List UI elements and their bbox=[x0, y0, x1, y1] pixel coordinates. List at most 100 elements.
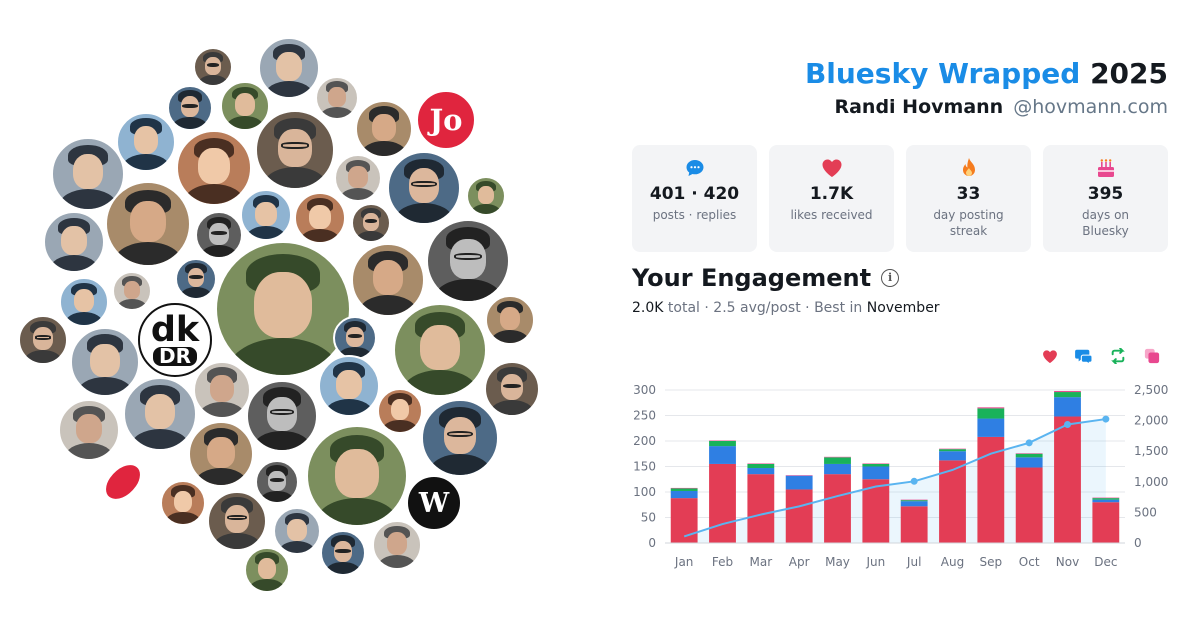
bar-segment bbox=[1092, 498, 1120, 500]
avatar bbox=[193, 361, 251, 419]
avatar bbox=[70, 327, 140, 397]
stat-card-days: 395 days on Bluesky bbox=[1043, 145, 1168, 252]
bar-segment bbox=[1054, 392, 1081, 398]
bar-segment bbox=[939, 449, 966, 452]
avatar bbox=[351, 203, 391, 243]
avatar bbox=[294, 192, 346, 244]
legend-likes[interactable] bbox=[1040, 347, 1060, 365]
engagement-title: Your Engagement bbox=[632, 264, 872, 292]
y-tick-label: 100 bbox=[633, 485, 656, 499]
bar-segment bbox=[1054, 416, 1081, 543]
avatar-shape bbox=[122, 154, 170, 170]
avatar bbox=[244, 547, 290, 593]
avatar-shape bbox=[23, 350, 63, 363]
stat-card-likes: 1.7K likes received bbox=[769, 145, 894, 252]
avatar bbox=[105, 181, 191, 267]
avatar-shape bbox=[358, 295, 418, 315]
cumulative-point bbox=[1064, 421, 1071, 429]
avatar-shape bbox=[199, 401, 245, 417]
avatar-shape bbox=[348, 165, 368, 188]
legend-quotes[interactable] bbox=[1142, 347, 1162, 365]
avatar-shape bbox=[77, 376, 133, 395]
bar-segment bbox=[900, 506, 928, 543]
chart-legend bbox=[1040, 347, 1162, 365]
page-title: Bluesky Wrapped 2025 bbox=[805, 56, 1168, 92]
avatar-shape bbox=[372, 113, 396, 141]
bar-segment bbox=[977, 407, 1005, 409]
glasses-shape bbox=[453, 253, 483, 261]
avatar bbox=[58, 399, 120, 461]
avatar bbox=[351, 243, 425, 317]
avatar bbox=[193, 47, 233, 87]
x-tick-label: Nov bbox=[1056, 555, 1079, 569]
bar-segment bbox=[1015, 453, 1043, 458]
avatar-shape bbox=[194, 467, 248, 485]
bar-segment bbox=[1092, 499, 1120, 503]
heart-icon bbox=[822, 159, 841, 177]
heart-icon bbox=[1043, 349, 1057, 363]
logo-avatar: dk DR bbox=[138, 303, 212, 377]
bar-segment bbox=[747, 463, 775, 464]
avatar-shape bbox=[428, 454, 492, 475]
glasses-shape bbox=[269, 409, 295, 416]
avatar-shape bbox=[58, 189, 118, 209]
avatar-shape bbox=[490, 400, 534, 415]
avatar-shape bbox=[249, 579, 285, 591]
avatar bbox=[43, 211, 105, 273]
glasses-shape bbox=[34, 335, 52, 340]
bar-segment bbox=[670, 487, 698, 489]
avatar-shape bbox=[320, 106, 354, 118]
stats-row: 401 · 420 posts · replies 1.7K likes rec… bbox=[632, 145, 1168, 252]
bar-segment bbox=[900, 501, 928, 507]
avg-text: 2.5 avg/post bbox=[713, 300, 801, 316]
y2-tick-label: 1,500 bbox=[1134, 444, 1168, 458]
bar-segment bbox=[900, 499, 928, 501]
legend-reposts[interactable] bbox=[1108, 347, 1128, 365]
bar-segment bbox=[824, 463, 851, 475]
logo-text: dk bbox=[150, 309, 200, 350]
avatar-shape bbox=[335, 448, 379, 498]
avatar-shape bbox=[64, 442, 114, 459]
avatar-shape bbox=[336, 369, 362, 399]
bar-segment bbox=[977, 408, 1005, 419]
info-icon[interactable]: i bbox=[881, 269, 900, 287]
avatar bbox=[18, 315, 68, 365]
x-tick-label: Sep bbox=[980, 555, 1003, 569]
avatar-shape bbox=[309, 204, 331, 229]
bar-segment bbox=[939, 460, 966, 543]
y2-tick-label: 2,000 bbox=[1134, 414, 1168, 428]
avatar-shape bbox=[325, 562, 361, 574]
avatar-shape bbox=[225, 116, 265, 129]
total-value: 2.0K bbox=[632, 300, 664, 316]
logo-text: Jo bbox=[429, 103, 463, 137]
y-tick-label: 200 bbox=[633, 434, 656, 448]
avatar-shape bbox=[394, 203, 454, 223]
avatar bbox=[160, 480, 206, 526]
avatar-shape bbox=[499, 307, 521, 331]
glasses-shape bbox=[189, 275, 203, 280]
bar-segment bbox=[862, 466, 890, 480]
cumulative-point bbox=[1102, 415, 1110, 423]
section-title: Your Engagement i bbox=[632, 262, 900, 294]
avatar-shape bbox=[73, 289, 95, 313]
flame-icon bbox=[962, 158, 975, 176]
avatar-shape bbox=[299, 228, 341, 242]
avatar-shape bbox=[253, 272, 313, 339]
stat-card-posts: 401 · 420 posts · replies bbox=[632, 145, 757, 252]
glasses-shape bbox=[347, 334, 363, 338]
bar-segment bbox=[785, 475, 813, 490]
glasses-shape bbox=[446, 430, 474, 438]
avatar bbox=[320, 530, 366, 576]
avatar bbox=[255, 460, 299, 504]
avatar-shape bbox=[361, 140, 407, 156]
avatar-shape bbox=[377, 555, 417, 568]
avatar bbox=[426, 219, 510, 303]
avatar-shape bbox=[207, 436, 235, 468]
bar-segment bbox=[709, 440, 736, 441]
logo-avatar: Jo bbox=[416, 90, 476, 150]
avatar-shape bbox=[339, 187, 377, 200]
legend-replies[interactable] bbox=[1074, 347, 1094, 365]
cake-icon bbox=[1097, 159, 1114, 177]
stat-value: 395 bbox=[1087, 184, 1124, 204]
avatar bbox=[112, 271, 152, 311]
